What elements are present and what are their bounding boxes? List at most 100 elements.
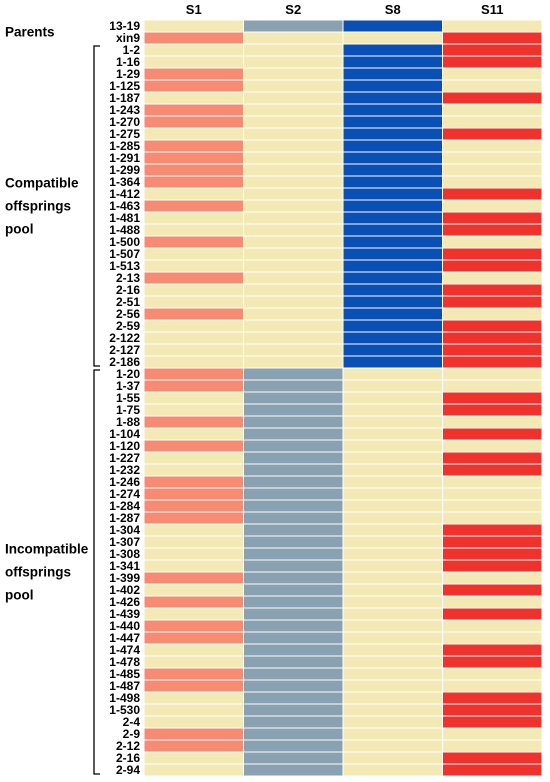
- cell-1-187-s8: [342, 91, 443, 105]
- row-label-1-270: 1-270: [109, 115, 140, 129]
- cell-1-478-s1: [143, 655, 244, 669]
- cell-1-284-s11: [442, 499, 543, 513]
- cell-2-56-s1: [143, 307, 244, 321]
- cell-1-530-s11: [442, 703, 543, 717]
- cell-xin9-s11: [442, 31, 543, 45]
- cell-2-127-s8: [342, 343, 443, 357]
- cell-1-488-s11: [442, 223, 543, 237]
- cell-1-481-s1: [143, 211, 244, 225]
- cell-1-412-s1: [143, 187, 244, 201]
- cell-1-488-s8: [342, 223, 443, 237]
- cell-2-16-s1: [143, 751, 244, 765]
- row-label-1-487: 1-487: [109, 679, 140, 693]
- row-label-2-16: 2-16: [116, 751, 140, 765]
- cell-2-13-s2: [243, 271, 344, 285]
- cell-1-275-s11: [442, 127, 543, 141]
- cell-1-474-s1: [143, 643, 244, 657]
- cell-1-513-s8: [342, 259, 443, 273]
- cell-1-16-s8: [342, 55, 443, 69]
- cell-1-75-s11: [442, 403, 543, 417]
- cell-2-12-s11: [442, 739, 543, 753]
- row-label-1-284: 1-284: [109, 499, 140, 513]
- row-label-1-426: 1-426: [109, 595, 140, 609]
- cell-1-75-s2: [243, 403, 344, 417]
- cell-1-308-s2: [243, 547, 344, 561]
- row-label-2-13: 2-13: [116, 271, 140, 285]
- row-label-1-232: 1-232: [109, 463, 140, 477]
- cell-1-474-s8: [342, 643, 443, 657]
- cell-xin9-s8: [342, 31, 443, 45]
- cell-1-232-s1: [143, 463, 244, 477]
- cell-1-507-s11: [442, 247, 543, 261]
- cell-1-246-s1: [143, 475, 244, 489]
- row-label-1-29: 1-29: [116, 67, 140, 81]
- cell-1-291-s1: [143, 151, 244, 165]
- row-label-2-127: 2-127: [109, 343, 140, 357]
- row-label-1-20: 1-20: [116, 367, 140, 381]
- row-label-2-56: 2-56: [116, 307, 140, 321]
- cell-1-478-s11: [442, 655, 543, 669]
- cell-2-9-s2: [243, 727, 344, 741]
- cell-1-481-s2: [243, 211, 344, 225]
- row-label-1-227: 1-227: [109, 451, 140, 465]
- cell-1-2-s8: [342, 43, 443, 57]
- cell-2-186-s2: [243, 355, 344, 369]
- cell-1-88-s11: [442, 415, 543, 429]
- cell-1-187-s2: [243, 91, 344, 105]
- cell-1-507-s2: [243, 247, 344, 261]
- cell-1-412-s2: [243, 187, 344, 201]
- row-label-1-125: 1-125: [109, 79, 140, 93]
- cell-1-2-s11: [442, 43, 543, 57]
- cell-1-498-s11: [442, 691, 543, 705]
- row-label-1-120: 1-120: [109, 439, 140, 453]
- cell-2-51-s2: [243, 295, 344, 309]
- heatmap-cells: [143, 19, 543, 777]
- row-label-1-88: 1-88: [116, 415, 140, 429]
- row-label-1-304: 1-304: [109, 523, 140, 537]
- cell-1-488-s2: [243, 223, 344, 237]
- cell-1-513-s2: [243, 259, 344, 273]
- cell-1-440-s2: [243, 619, 344, 633]
- cell-1-487-s1: [143, 679, 244, 693]
- cell-1-498-s1: [143, 691, 244, 705]
- row-label-1-485: 1-485: [109, 667, 140, 681]
- cell-1-440-s8: [342, 619, 443, 633]
- cell-1-243-s11: [442, 103, 543, 117]
- cell-1-507-s8: [342, 247, 443, 261]
- cell-1-481-s8: [342, 211, 443, 225]
- cell-1-530-s1: [143, 703, 244, 717]
- cell-1-402-s2: [243, 583, 344, 597]
- group-label-incompatible: Incompatible: [5, 542, 89, 557]
- cell-2-13-s1: [143, 271, 244, 285]
- cell-1-447-s11: [442, 631, 543, 645]
- cell-1-232-s8: [342, 463, 443, 477]
- cell-2-16-s11: [442, 751, 543, 765]
- row-label-2-4: 2-4: [123, 715, 141, 729]
- cell-2-51-s11: [442, 295, 543, 309]
- cell-1-530-s8: [342, 703, 443, 717]
- column-header-s8: S8: [385, 2, 401, 17]
- row-label-1-399: 1-399: [109, 571, 140, 585]
- cell-1-487-s8: [342, 679, 443, 693]
- row-label-1-402: 1-402: [109, 583, 140, 597]
- cell-xin9-s1: [143, 31, 244, 45]
- cell-1-120-s11: [442, 439, 543, 453]
- cell-1-285-s8: [342, 139, 443, 153]
- row-label-2-94: 2-94: [116, 763, 140, 777]
- cell-1-274-s8: [342, 487, 443, 501]
- row-label-13-19: 13-19: [109, 19, 140, 33]
- row-label-2-59: 2-59: [116, 319, 140, 333]
- cell-1-55-s1: [143, 391, 244, 405]
- cell-1-120-s8: [342, 439, 443, 453]
- row-label-1-246: 1-246: [109, 475, 140, 489]
- row-label-1-439: 1-439: [109, 607, 140, 621]
- cell-2-4-s2: [243, 715, 344, 729]
- row-label-1-341: 1-341: [109, 559, 140, 573]
- cell-1-55-s11: [442, 391, 543, 405]
- cell-2-94-s11: [442, 763, 543, 777]
- cell-1-270-s2: [243, 115, 344, 129]
- cell-2-4-s1: [143, 715, 244, 729]
- cell-1-304-s2: [243, 523, 344, 537]
- cell-1-399-s2: [243, 571, 344, 585]
- cell-1-285-s1: [143, 139, 244, 153]
